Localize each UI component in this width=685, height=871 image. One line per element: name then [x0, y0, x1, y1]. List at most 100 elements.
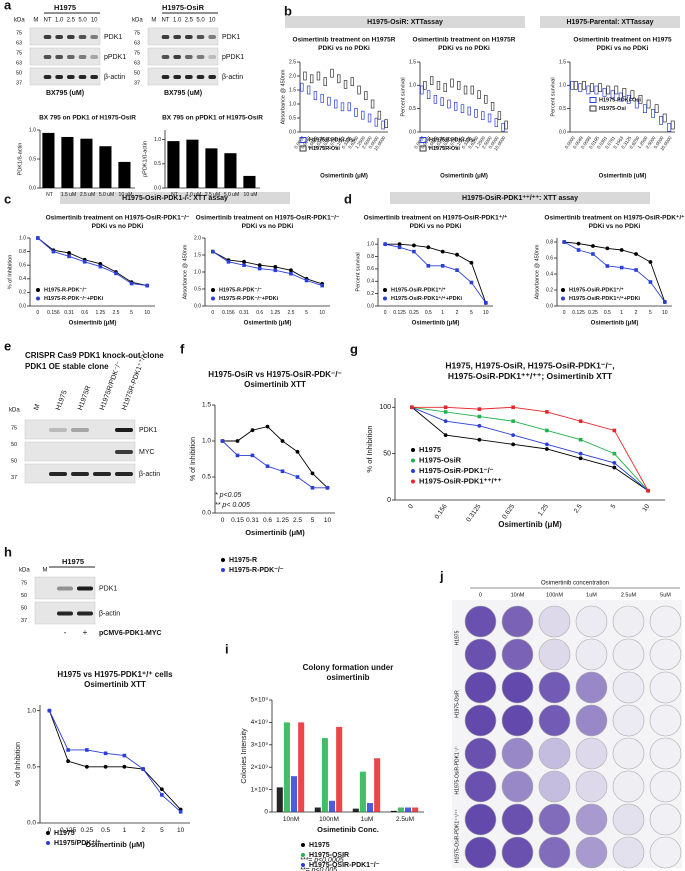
- blot-band: [71, 450, 89, 454]
- well: [538, 803, 571, 836]
- blot-title: H1975: [54, 3, 76, 12]
- data-point: [47, 708, 52, 713]
- blot-band: [90, 55, 98, 59]
- well: [464, 671, 497, 704]
- blot-band: [173, 55, 181, 59]
- well: [612, 671, 645, 704]
- x-tick-label: 2: [456, 310, 459, 316]
- lane-label: 2.5: [185, 18, 194, 24]
- chart-title: PDKi vs no PDKi: [318, 45, 370, 52]
- x-axis-label: Osimertinib (μM): [244, 321, 292, 327]
- y-tick-label: 0.5: [194, 286, 201, 292]
- legend-marker: [221, 568, 225, 572]
- blot-band: [115, 472, 133, 476]
- bar: [359, 771, 366, 812]
- y-tick-label: 50: [383, 450, 391, 457]
- y-axis-label: Absorbance @ 450nm: [534, 244, 540, 299]
- data-point: [562, 240, 566, 244]
- band-label: β-actin: [104, 74, 125, 81]
- y-tick-label: 0.2: [19, 290, 26, 296]
- well: [575, 803, 608, 836]
- blot-strip: [29, 27, 101, 46]
- data-point: [226, 260, 231, 264]
- y-tick-label: 0.5: [29, 156, 36, 162]
- y-tick-label: 1.5: [289, 87, 296, 93]
- data-point: [591, 244, 595, 248]
- lane-label: H1975: [55, 389, 69, 411]
- y-axis-label: Percent survival: [355, 252, 361, 291]
- x-tick-label: 2.5: [287, 310, 294, 316]
- blot-band: [161, 75, 170, 79]
- data-point: [455, 252, 459, 257]
- chart-title: PDKi vs no PDKi: [589, 223, 641, 230]
- blot-band: [173, 75, 181, 79]
- x-tick-label: 10: [319, 310, 325, 316]
- legend-label: H1975-OsiR-PDK1⁺/⁺: [391, 286, 446, 293]
- kda-marker: 75: [16, 30, 22, 36]
- header-box: [285, 16, 525, 28]
- panel-label: f: [180, 341, 185, 356]
- y-axis-label: Absorbance @ 450nm: [280, 69, 286, 124]
- y-tick-label: 0.0: [29, 185, 36, 191]
- x-axis-label: Osimertinib (μM): [245, 528, 305, 537]
- blot-band: [57, 586, 73, 591]
- bar: [412, 807, 419, 812]
- well: [612, 803, 645, 836]
- blot-xlabel: pCMV6-PDK1-MYC: [99, 630, 162, 637]
- kda-marker: 37: [134, 80, 140, 86]
- data-point: [443, 433, 448, 437]
- data-point: [578, 456, 583, 461]
- data-point: [412, 249, 416, 254]
- note: **= p<0.005: [300, 867, 337, 871]
- colony-column: 1uM: [586, 592, 597, 598]
- blot-band: [49, 472, 67, 476]
- x-axis-label: Osimertinib (μM): [69, 321, 117, 327]
- data-point: [612, 461, 617, 465]
- y-tick-label: 0.5: [289, 115, 296, 121]
- x-tick-label: 0: [384, 310, 387, 316]
- legend-marker: [411, 448, 415, 452]
- well: [538, 770, 571, 803]
- blot-band: [77, 586, 93, 591]
- series-line: [222, 440, 328, 489]
- well: [501, 770, 534, 803]
- bar: [321, 738, 328, 812]
- bar: [99, 146, 112, 188]
- box: [618, 92, 623, 102]
- blot-band: [196, 75, 205, 79]
- bar: [298, 722, 305, 812]
- band-label: PDK1: [222, 34, 240, 41]
- legend-marker: [561, 296, 565, 301]
- kda-marker: 37: [21, 618, 27, 624]
- legend-marker: [211, 296, 215, 301]
- bar: [374, 758, 381, 812]
- well: [575, 671, 608, 704]
- x-tick-label: 5.0 uM: [99, 192, 114, 198]
- legend-marker: [301, 853, 305, 857]
- y-tick-label: 0: [264, 809, 268, 816]
- lane-label: NT: [162, 18, 170, 24]
- x-axis-label: Osimertinib (μM): [440, 174, 488, 180]
- header: H1975-Parental: XTTassay: [566, 19, 653, 26]
- y-axis-label: Absorbance @ 450nm: [182, 244, 188, 299]
- data-point: [634, 268, 638, 272]
- legend-label: H1975/PDK⁺/⁺: [54, 840, 101, 847]
- x-tick-label: 5: [305, 310, 308, 316]
- panel-label: a: [4, 0, 12, 12]
- kda-marker: 75: [134, 50, 140, 56]
- legend-marker: [383, 296, 387, 301]
- x-tick-label: 2.5 uM: [80, 192, 95, 198]
- legend-label: H1975-OsiR-PDK1⁻/⁻: [419, 466, 494, 475]
- y-tick-label: 0.4: [546, 271, 553, 277]
- y-tick-label: 2.0: [194, 235, 201, 241]
- y-tick-label: 4×10⁹: [251, 719, 269, 726]
- box: [337, 74, 341, 84]
- y-tick-label: 0.4: [367, 279, 374, 285]
- data-point: [250, 453, 255, 458]
- data-point: [211, 249, 215, 254]
- blot-strip: [24, 441, 136, 462]
- colony-column: 2.5uM: [621, 592, 637, 598]
- box: [651, 108, 655, 118]
- box: [440, 97, 444, 107]
- box: [501, 122, 505, 132]
